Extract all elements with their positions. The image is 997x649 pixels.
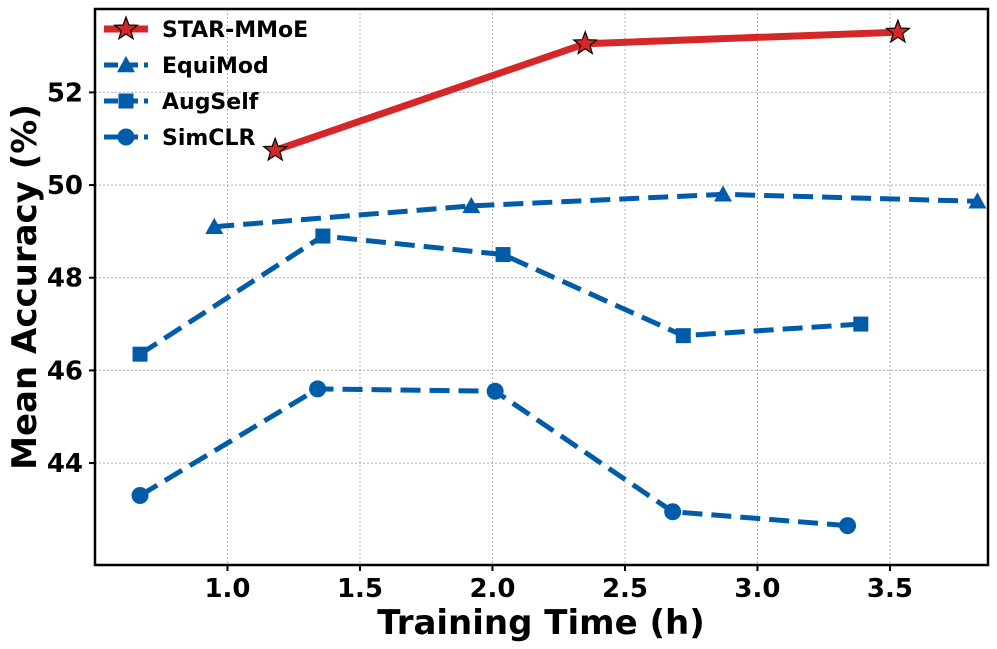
legend-label-star-mmoe: STAR-MMoE (162, 18, 308, 43)
data-point-augself (853, 316, 869, 332)
x-tick-label: 1.0 (204, 574, 250, 604)
data-point-simclr (131, 487, 149, 504)
data-point-equimod (205, 217, 224, 234)
x-tick-label: 2.5 (602, 574, 648, 604)
data-point-simclr (486, 382, 504, 400)
legend-marker-simclr (117, 128, 135, 146)
data-point-simclr (839, 517, 857, 535)
data-point-simclr (309, 380, 327, 398)
data-point-equimod (714, 185, 733, 202)
x-tick-label: 3.5 (867, 574, 913, 604)
ticks: 1.0 1.5 2.0 2.5 3.0 3.5 44 46 48 50 52 (47, 78, 913, 604)
series-augself (132, 228, 869, 362)
legend-marker-equimod (117, 56, 135, 73)
data-point-star-mmoe (262, 136, 289, 162)
x-tick-label: 2.0 (469, 574, 515, 604)
y-tick-label: 52 (47, 78, 83, 108)
data-point-star-mmoe (572, 30, 599, 55)
data-point-simclr (664, 503, 682, 521)
legend-label-simclr: SimCLR (162, 126, 255, 151)
plot-frame (93, 7, 990, 567)
data-point-augself (495, 247, 511, 263)
legend-item-augself: AugSelf (104, 90, 259, 115)
y-tick-label: 48 (47, 264, 83, 294)
data-point-star-mmoe (884, 18, 911, 44)
legend-marker-augself (118, 93, 134, 109)
y-axis-title: Mean Accuracy (%) (5, 104, 45, 470)
data-point-equimod (462, 196, 481, 214)
legend-item-equimod: EquiMod (104, 54, 269, 79)
series-group (131, 18, 987, 535)
y-tick-label: 46 (47, 356, 83, 386)
x-tick-label: 3.0 (734, 574, 780, 604)
series-simclr (131, 380, 857, 535)
y-tick-label: 50 (47, 171, 83, 201)
data-point-augself (132, 346, 148, 362)
grid (95, 9, 988, 565)
legend-item-star-mmoe: STAR-MMoE (104, 15, 308, 43)
series-line-equimod (214, 191, 978, 230)
data-point-equimod (968, 192, 987, 209)
legend-item-simclr: SimCLR (104, 126, 255, 151)
x-axis-title: Training Time (h) (377, 603, 705, 643)
series-line-augself (138, 233, 861, 357)
y-tick-label: 44 (47, 449, 83, 479)
data-point-augself (675, 328, 691, 344)
legend-label-equimod: EquiMod (162, 54, 269, 79)
x-tick-label: 1.5 (337, 574, 383, 604)
series-equimod (205, 185, 987, 234)
series-star-mmoe (262, 18, 911, 162)
legend-label-augself: AugSelf (162, 90, 259, 115)
legend: STAR-MMoE EquiMod AugSelf SimCLR (104, 15, 308, 151)
legend-marker-star-mmoe (112, 15, 140, 41)
data-point-augself (315, 228, 331, 244)
